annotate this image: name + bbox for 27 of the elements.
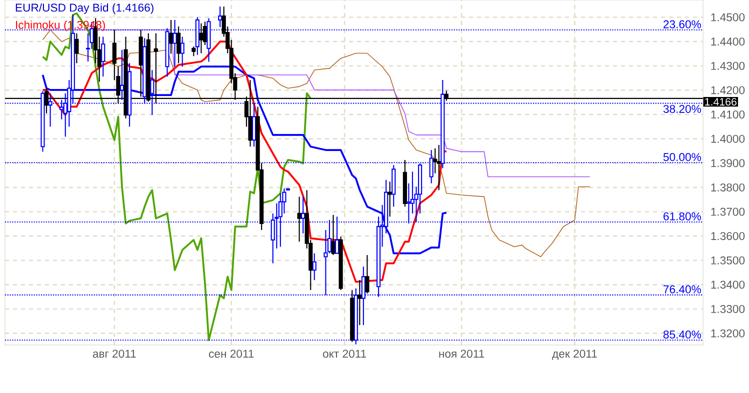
y-tick-label: 1.4200 (711, 86, 745, 94)
ref-line-label: 1.4166 (705, 98, 736, 106)
y-tick-label: 1.3200 (711, 329, 745, 338)
x-tick-label: дек 2011 (552, 350, 597, 360)
x-tick-label: ноя 2011 (439, 350, 484, 358)
chart-title: EUR/USD Day Bid (1.4166) (16, 3, 154, 14)
y-tick-label: 1.3900 (711, 159, 745, 168)
annotation: 76.40% (664, 285, 702, 294)
y-tick-label: 1.3400 (711, 280, 745, 289)
annotation: 23.60% (664, 20, 702, 28)
annotation: 85.40% (663, 330, 702, 339)
y-tick-label: 1.4000 (711, 134, 745, 143)
annotation: 61.80% (664, 212, 702, 220)
y-tick-label: 1.4100 (711, 110, 745, 119)
y-tick-label: 1.3600 (711, 232, 745, 240)
annotation: 38.20% (663, 104, 702, 113)
x-tick-label: окт 2011 (323, 350, 366, 358)
x-tick-label: авг 2011 (92, 350, 136, 358)
y-tick-label: 1.4400 (711, 38, 745, 46)
y-tick-label: 1.3500 (711, 256, 745, 264)
y-tick-label: 1.3300 (711, 305, 745, 314)
y-tick-label: 1.3800 (711, 183, 745, 192)
y-tick-label: 1.3700 (711, 208, 745, 216)
y-tick-label: 1.4300 (711, 62, 745, 70)
x-tick-label: сен 2011 (208, 350, 254, 358)
annotation: 50.00% (663, 153, 702, 162)
y-tick-label: 1.4500 (711, 13, 745, 22)
